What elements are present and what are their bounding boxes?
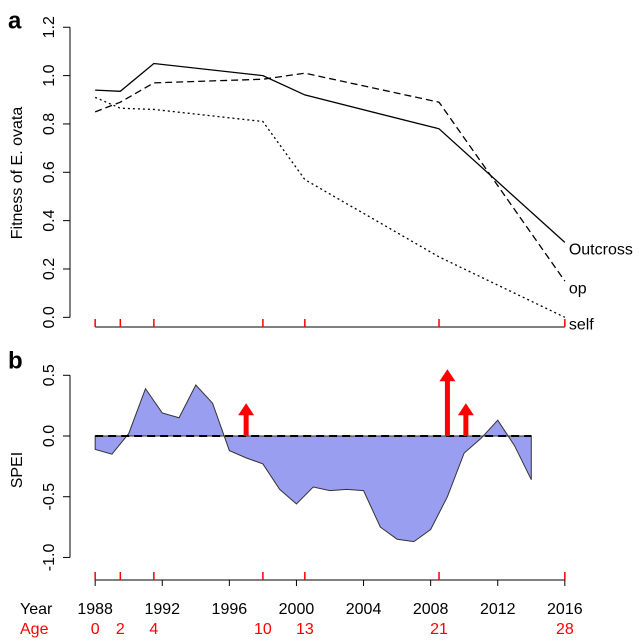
y-tick-label: 1.0 xyxy=(41,64,58,86)
y-tick-label: -1.0 xyxy=(41,544,58,572)
y-tick-label: 0.4 xyxy=(41,209,58,231)
event-arrow-head xyxy=(439,369,456,382)
y-tick-label: 0.0 xyxy=(41,425,58,447)
x-tick-label: 1992 xyxy=(144,601,180,618)
y-axis-label: SPEI xyxy=(9,452,26,488)
series-line xyxy=(94,96,566,318)
age-label: 10 xyxy=(254,621,272,638)
y-axis-label: Fitness of E. ovata xyxy=(9,107,26,240)
age-label: 2 xyxy=(116,621,125,638)
series-label: op xyxy=(569,280,587,297)
series-line xyxy=(94,72,566,282)
age-label: 28 xyxy=(556,621,574,638)
y-tick-label: 0.5 xyxy=(41,364,58,386)
y-tick-label: -0.5 xyxy=(41,483,58,511)
x-tick-label: 2004 xyxy=(346,601,382,618)
x-tick-label: 2012 xyxy=(480,601,516,618)
spei-area xyxy=(94,384,532,543)
y-tick-label: 0.0 xyxy=(41,306,58,328)
panel-label: b xyxy=(8,347,23,374)
y-tick-label: 0.8 xyxy=(41,113,58,135)
x-tick-label: 2016 xyxy=(547,601,583,618)
panel-label: a xyxy=(8,7,22,34)
x-axis-label: Year xyxy=(20,601,53,618)
y-tick-label: 0.6 xyxy=(41,161,58,183)
x-tick-label: 1988 xyxy=(77,601,113,618)
age-label: 21 xyxy=(430,621,448,638)
age-label: 4 xyxy=(149,621,158,638)
age-label: 0 xyxy=(91,621,100,638)
age-label: 13 xyxy=(296,621,314,638)
x-tick-label: 2008 xyxy=(413,601,449,618)
x-tick-label: 2000 xyxy=(279,601,315,618)
age-label: Age xyxy=(20,621,49,638)
series-label: self xyxy=(569,317,594,334)
event-arrow-head xyxy=(457,403,474,416)
event-arrow-head xyxy=(238,403,255,416)
y-tick-label: 1.2 xyxy=(41,16,58,38)
y-tick-label: 0.2 xyxy=(41,258,58,280)
series-line xyxy=(95,62,566,243)
x-tick-label: 1996 xyxy=(212,601,248,618)
series-label: Outcross xyxy=(569,242,633,259)
